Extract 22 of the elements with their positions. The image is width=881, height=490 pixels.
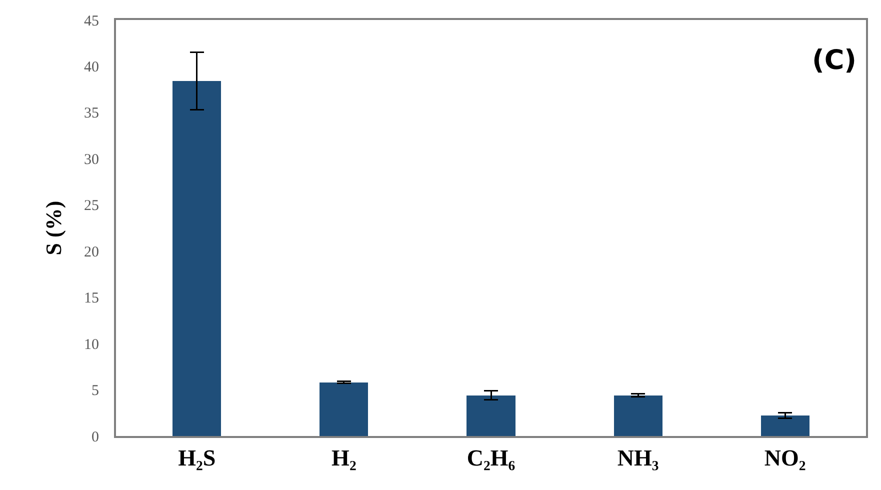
x-tick-label: NO₂	[764, 446, 806, 471]
y-tick-label: 5	[92, 383, 99, 400]
y-tick-label: 10	[84, 336, 99, 353]
y-tick-label: 0	[92, 429, 99, 446]
y-tick-label: 15	[84, 290, 99, 307]
annotation: (C)	[812, 45, 856, 76]
y-tick-label: 25	[84, 198, 99, 214]
y-tick-label: 35	[84, 106, 99, 122]
x-tick-label: C₂H₆	[466, 446, 516, 471]
bar	[172, 81, 222, 436]
bar	[320, 382, 368, 436]
x-tick-label: NH₃	[617, 446, 659, 471]
bar	[760, 416, 810, 436]
x-tick-label: H₂	[332, 446, 356, 471]
y-tick-label: 40	[84, 59, 99, 76]
y-axis-title: S (%)	[41, 200, 66, 256]
bar	[466, 395, 516, 436]
y-tick-label: 30	[84, 152, 99, 168]
y-tick-label: 45	[84, 13, 99, 30]
x-tick-label: H₂S	[178, 446, 216, 471]
y-tick-label: 20	[84, 244, 99, 260]
bar	[614, 395, 662, 436]
